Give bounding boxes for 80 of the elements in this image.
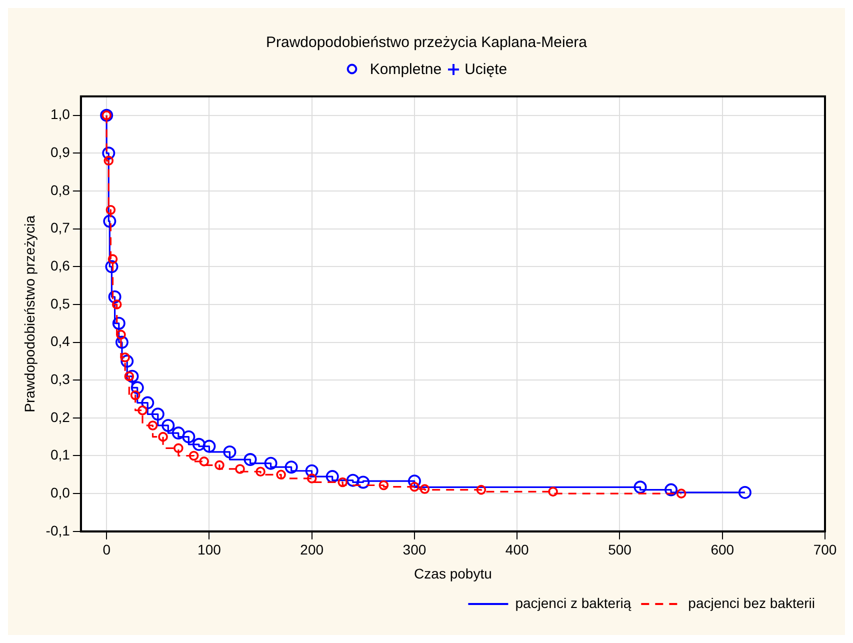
point — [115, 336, 128, 349]
point — [130, 390, 140, 400]
point — [148, 420, 158, 430]
point — [214, 460, 224, 470]
point — [223, 445, 236, 458]
point — [202, 440, 216, 453]
point — [420, 484, 430, 494]
point — [174, 443, 184, 454]
y-tick-label: -0,1 — [46, 522, 70, 538]
point — [338, 477, 348, 488]
point — [664, 483, 678, 496]
point — [326, 470, 339, 484]
text: Ucięte — [464, 60, 508, 78]
point — [141, 396, 154, 410]
point — [199, 456, 209, 466]
point — [102, 146, 116, 160]
point — [284, 460, 298, 474]
x-tick-label: 300 — [402, 542, 426, 558]
y-tick-label: 0,2 — [50, 408, 70, 425]
point — [103, 214, 116, 228]
point — [306, 474, 317, 484]
y-tick-label: 0,0 — [50, 484, 70, 500]
point — [256, 466, 266, 477]
point — [130, 381, 144, 394]
x-tick-label: 400 — [505, 542, 529, 558]
point — [188, 450, 199, 461]
point — [104, 156, 114, 166]
point — [235, 464, 245, 474]
x-tick-label: 600 — [710, 542, 734, 558]
text: Kompletne — [370, 60, 442, 78]
point — [634, 480, 647, 494]
y-tick-label: 0,6 — [50, 257, 70, 274]
point — [305, 464, 318, 478]
x-tick-label: 200 — [300, 542, 324, 558]
legend-label: pacjenci z bakterią — [515, 594, 632, 611]
point — [124, 371, 134, 382]
x-axis-title: Czas pobytu — [414, 565, 492, 582]
point — [264, 456, 278, 470]
point — [548, 486, 558, 497]
point — [106, 204, 116, 215]
y-tick-label: 0,5 — [50, 295, 70, 312]
point — [151, 408, 164, 421]
y-tick-label: 0,4 — [50, 333, 70, 350]
point — [476, 484, 486, 495]
y-tick-label: 1,0 — [50, 106, 70, 122]
chart-title: Prawdopodobieństwo przeżycia Kaplana-Meiera — [264, 33, 588, 51]
point — [116, 330, 126, 340]
point — [182, 430, 196, 444]
point — [192, 438, 206, 451]
y-tick-label: 0,3 — [50, 370, 70, 387]
point — [676, 488, 686, 498]
point — [138, 405, 148, 416]
x-tick-label: 0 — [102, 542, 111, 558]
point — [408, 474, 421, 488]
point — [120, 354, 134, 368]
point — [112, 300, 122, 310]
point — [410, 482, 420, 492]
y-tick-label: 0,7 — [50, 220, 70, 236]
point — [158, 432, 168, 442]
point — [276, 470, 286, 480]
point — [105, 260, 118, 274]
point — [172, 426, 185, 440]
point — [356, 476, 370, 489]
point — [108, 254, 118, 264]
y-tick-label: 0,9 — [50, 144, 70, 160]
point — [162, 418, 175, 432]
point — [126, 370, 139, 383]
x-tick-label: 700 — [813, 542, 837, 558]
y-axis-title: Prawdopodobieństwo przeżycia — [21, 215, 38, 412]
point — [112, 316, 126, 330]
legend-label: pacjenci bez bakterii — [688, 594, 816, 611]
point — [378, 480, 389, 490]
x-tick-label: 100 — [198, 542, 222, 558]
point — [346, 474, 360, 487]
y-tick-label: 0,8 — [50, 182, 70, 198]
point — [108, 290, 122, 304]
point — [738, 486, 752, 499]
y-tick-label: 0,1 — [50, 446, 70, 463]
x-tick-label: 500 — [608, 542, 632, 558]
point — [244, 453, 257, 466]
